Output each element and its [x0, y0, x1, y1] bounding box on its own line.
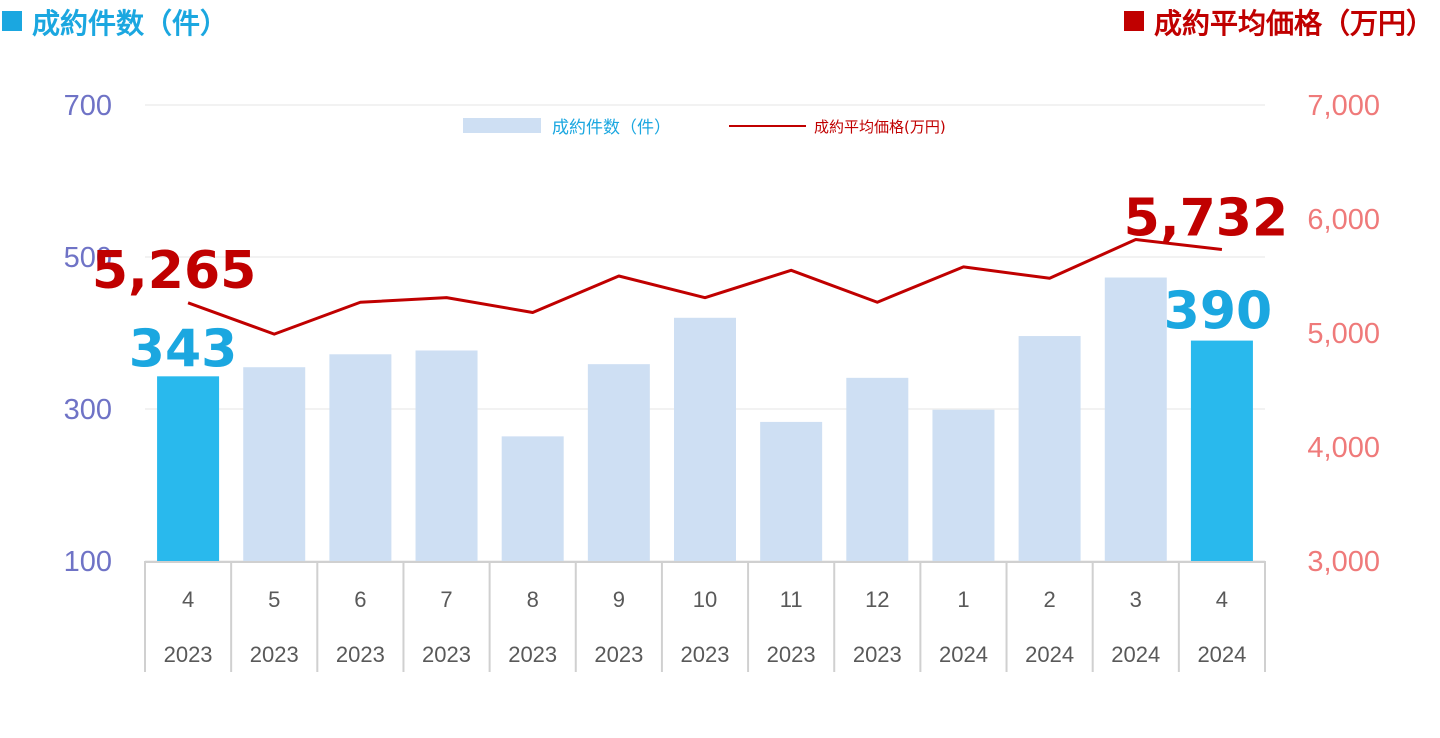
year-label: 2024 [1197, 642, 1246, 667]
right-axis-title-text: 成約平均価格（万円） [1153, 7, 1434, 40]
month-label: 6 [354, 587, 366, 612]
legend-line-label: 成約平均価格(万円) [814, 118, 946, 136]
year-label: 2023 [422, 642, 471, 667]
blue-square-icon [2, 11, 22, 31]
bar-series [157, 277, 1253, 561]
right-tick-label: 7,000 [1307, 90, 1380, 122]
left-tick-label: 300 [64, 394, 112, 426]
month-label: 8 [527, 587, 539, 612]
price-line [187, 238, 1223, 336]
right-tick-label: 3,000 [1307, 546, 1380, 578]
year-label: 2023 [164, 642, 213, 667]
bar-5 [501, 436, 564, 561]
last-count-label: 390 [1164, 282, 1273, 342]
line-series [187, 238, 1223, 336]
first-count-label: 343 [129, 319, 238, 379]
year-label: 2024 [1111, 642, 1160, 667]
month-label: 4 [1216, 587, 1228, 612]
bar-10 [932, 409, 995, 561]
bar-4 [415, 350, 478, 561]
bar-7 [674, 317, 736, 561]
category-table: 4 2023 5 2023 6 2023 7 2023 8 2023 9 2023 10 2023 11 20… [144, 561, 1266, 672]
year-label: 2023 [336, 642, 385, 667]
legend-bar-label: 成約件数（件） [552, 118, 671, 138]
left-axis: 100 300 500 700 [64, 90, 112, 578]
first-price-label: 5,265 [92, 241, 256, 301]
year-label: 2024 [1025, 642, 1074, 667]
month-label: 2 [1043, 587, 1055, 612]
month-label: 11 [780, 587, 803, 612]
legend-bar-swatch [463, 118, 541, 133]
month-label: 3 [1130, 587, 1142, 612]
last-price-label: 5,732 [1124, 189, 1288, 249]
bar-12 [1104, 277, 1167, 561]
bar-2 [243, 367, 306, 561]
bar-13 [1190, 340, 1253, 561]
right-axis-title: 成約平均価格（万円） [1123, 2, 1434, 42]
bar-11 [1018, 336, 1081, 561]
red-square-icon [1123, 11, 1144, 31]
month-label: 1 [957, 587, 969, 612]
left-axis-title: 成約件数（件） [2, 2, 228, 42]
right-axis: 3,000 4,000 5,000 6,000 7,000 [1307, 90, 1380, 578]
right-tick-label: 5,000 [1307, 318, 1380, 350]
year-label: 2024 [939, 642, 988, 667]
year-label: 2023 [508, 642, 557, 667]
year-label: 2023 [853, 642, 902, 667]
year-label: 2023 [250, 642, 299, 667]
month-label: 7 [440, 587, 452, 612]
right-tick-label: 4,000 [1307, 432, 1380, 464]
bar-3 [329, 354, 392, 561]
year-label: 2023 [594, 642, 643, 667]
bar-9 [846, 377, 909, 561]
month-label: 12 [865, 587, 889, 612]
left-axis-title-text: 成約件数（件） [32, 7, 229, 40]
bar-8 [760, 421, 823, 561]
month-label: 10 [693, 587, 717, 612]
bar-1 [157, 376, 220, 561]
year-label: 2023 [767, 642, 816, 667]
left-tick-label: 500 [64, 242, 112, 274]
month-label: 9 [613, 587, 625, 612]
bar-6 [587, 364, 650, 561]
month-label: 5 [268, 587, 280, 612]
right-tick-label: 6,000 [1307, 204, 1380, 236]
left-tick-label: 100 [64, 546, 112, 578]
left-tick-label: 700 [64, 90, 112, 122]
legend: 成約件数（件） 成約平均価格(万円) [463, 118, 946, 138]
year-label: 2023 [681, 642, 730, 667]
month-label: 4 [182, 587, 194, 612]
